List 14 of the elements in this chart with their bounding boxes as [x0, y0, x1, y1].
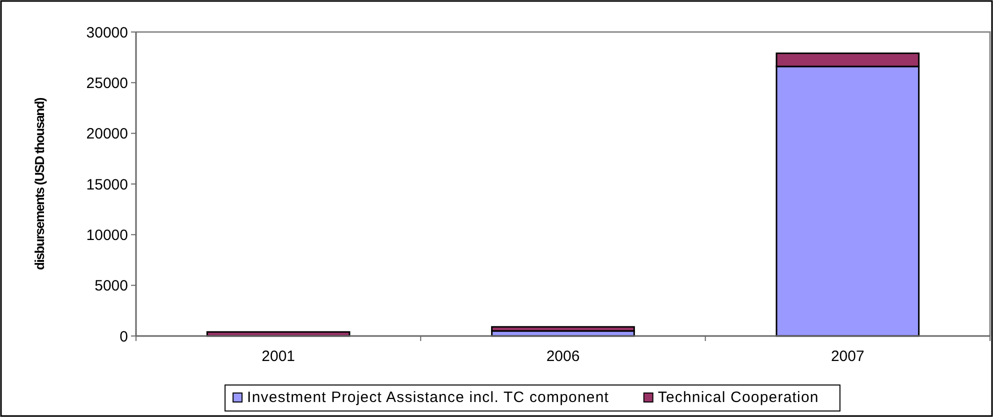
legend-label: Technical Cooperation: [658, 389, 819, 406]
y-tick-label: 25000: [86, 74, 128, 92]
y-tick-label: 0: [120, 328, 128, 346]
bar: [491, 326, 635, 332]
x-tick-label: 2001: [262, 348, 296, 365]
legend-label: Investment Project Assistance incl. TC component: [247, 389, 610, 406]
y-tick-label: 30000: [86, 24, 128, 42]
x-tick-label: 2006: [546, 348, 580, 365]
y-tick-label: 5000: [94, 278, 128, 295]
x-tick-label: 2007: [830, 348, 864, 365]
y-axis-title: disbursements (USD thousand): [32, 98, 47, 270]
y-tick-label: 10000: [86, 226, 128, 244]
y-tick-label: 20000: [86, 126, 128, 143]
y-tick-label: 15000: [86, 176, 128, 194]
